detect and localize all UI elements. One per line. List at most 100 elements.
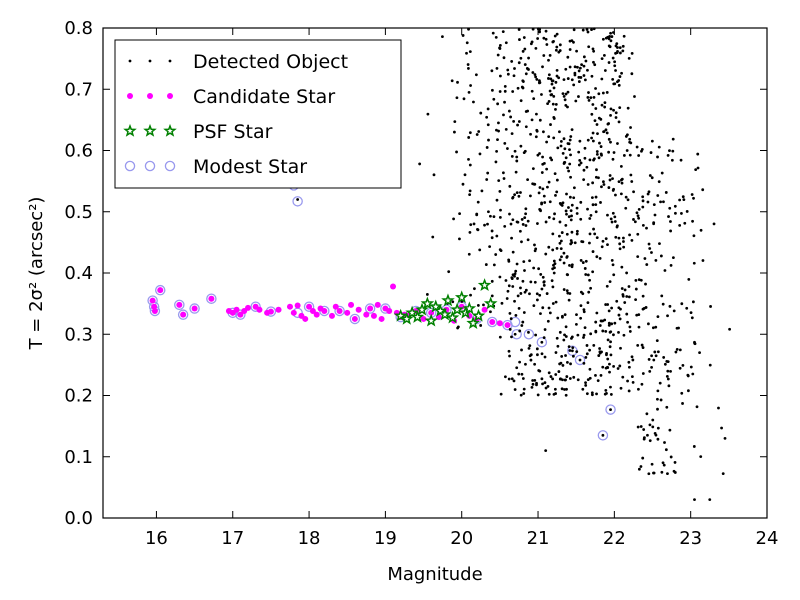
detected-object-point	[499, 392, 503, 396]
detected-object-point	[590, 196, 594, 200]
detected-object-point	[604, 329, 608, 333]
detected-object-point	[637, 387, 640, 391]
detected-object-point	[536, 37, 540, 40]
detected-object-point	[660, 470, 664, 474]
detected-object-point	[519, 292, 523, 295]
detected-object-point	[545, 140, 549, 144]
detected-object-point	[566, 273, 570, 277]
detected-object-point	[571, 346, 575, 349]
detected-object-point	[641, 456, 645, 460]
detected-object-point	[657, 145, 661, 149]
detected-object-point	[648, 423, 652, 427]
detected-object-point	[628, 330, 632, 333]
detected-object-point	[608, 345, 612, 349]
detected-object-point	[522, 387, 526, 391]
detected-object-point	[568, 195, 572, 199]
detected-object-point	[667, 384, 671, 388]
detected-object-point	[631, 358, 635, 362]
detected-object-point	[479, 324, 483, 327]
detected-object-point	[495, 234, 499, 238]
detected-object-point	[522, 392, 526, 395]
detected-object-point	[507, 377, 511, 381]
detected-object-point	[656, 426, 660, 430]
detected-object-point	[628, 137, 632, 141]
detected-object-point	[601, 433, 605, 437]
candidate-star-point	[233, 306, 240, 313]
detected-object-point	[533, 280, 537, 284]
detected-object-point	[609, 107, 613, 111]
detected-object-point	[509, 222, 513, 226]
detected-object-point	[690, 316, 694, 320]
detected-object-point	[621, 44, 625, 48]
detected-object-point	[671, 256, 675, 260]
detected-object-point	[490, 69, 494, 73]
detected-object-point	[560, 355, 564, 358]
y-tick-label: 0.7	[64, 79, 93, 100]
detected-object-point	[583, 267, 587, 270]
detected-object-point	[512, 119, 516, 123]
detected-object-point	[538, 79, 541, 83]
detected-object-point	[578, 158, 582, 162]
detected-object-point	[626, 379, 629, 383]
detected-object-point	[555, 336, 559, 340]
detected-object-point	[566, 77, 570, 80]
detected-object-point	[473, 287, 476, 291]
detected-object-point	[555, 45, 559, 49]
detected-object-point	[537, 191, 541, 195]
detected-object-point	[510, 154, 514, 158]
detected-object-point	[604, 237, 608, 241]
detected-object-point	[567, 206, 570, 209]
detected-object-point	[513, 67, 516, 70]
detected-object-point	[566, 360, 569, 364]
detected-object-point	[487, 138, 490, 142]
legend-entry: Modest Star	[124, 156, 307, 178]
detected-object-point	[498, 335, 502, 339]
detected-object-point	[678, 366, 682, 370]
detected-object-point	[585, 352, 589, 356]
detected-object-point	[522, 151, 526, 155]
candidate-star-point	[344, 309, 351, 316]
detected-object-point	[508, 212, 511, 216]
modest-star-point	[536, 336, 548, 348]
detected-object-point	[600, 350, 603, 354]
detected-object-point	[637, 313, 641, 316]
detected-object-point	[577, 75, 581, 79]
detected-object-point	[486, 171, 490, 175]
detected-object-point	[656, 315, 660, 319]
detected-object-point	[620, 287, 624, 290]
y-tick-label: 0.8	[64, 18, 93, 39]
detected-object-point	[660, 171, 664, 175]
detected-object-point	[581, 387, 585, 391]
detected-object-point	[536, 393, 540, 397]
detected-object-point	[590, 136, 593, 140]
detected-object-point	[597, 156, 601, 160]
detected-object-point	[582, 336, 585, 339]
detected-object-point	[553, 212, 556, 216]
legend-marker	[168, 59, 172, 63]
detected-object-point	[693, 498, 696, 502]
detected-object-point	[530, 118, 534, 122]
candidate-star-point	[355, 306, 362, 313]
detected-object-point	[524, 72, 528, 76]
detected-object-point	[547, 371, 551, 375]
detected-object-point	[728, 327, 731, 331]
legend-label: Modest Star	[193, 156, 307, 178]
detected-object-point	[511, 90, 515, 93]
detected-object-point	[552, 259, 556, 263]
detected-object-point	[617, 120, 621, 124]
detected-object-point	[458, 212, 461, 216]
detected-object-point	[568, 377, 572, 380]
detected-object-point	[612, 108, 615, 112]
x-tick-label: 20	[450, 528, 473, 549]
detected-object-point	[537, 267, 541, 271]
detected-object-point	[563, 313, 567, 317]
detected-object-point	[552, 94, 556, 98]
detected-object-point	[609, 330, 613, 334]
modest-star-point	[349, 313, 361, 325]
candidate-star-point	[420, 315, 427, 322]
detected-object-point	[507, 284, 511, 288]
detected-object-point	[605, 351, 608, 355]
detected-object-point	[469, 293, 472, 297]
detected-object-point	[565, 387, 568, 391]
detected-object-point	[607, 186, 611, 189]
